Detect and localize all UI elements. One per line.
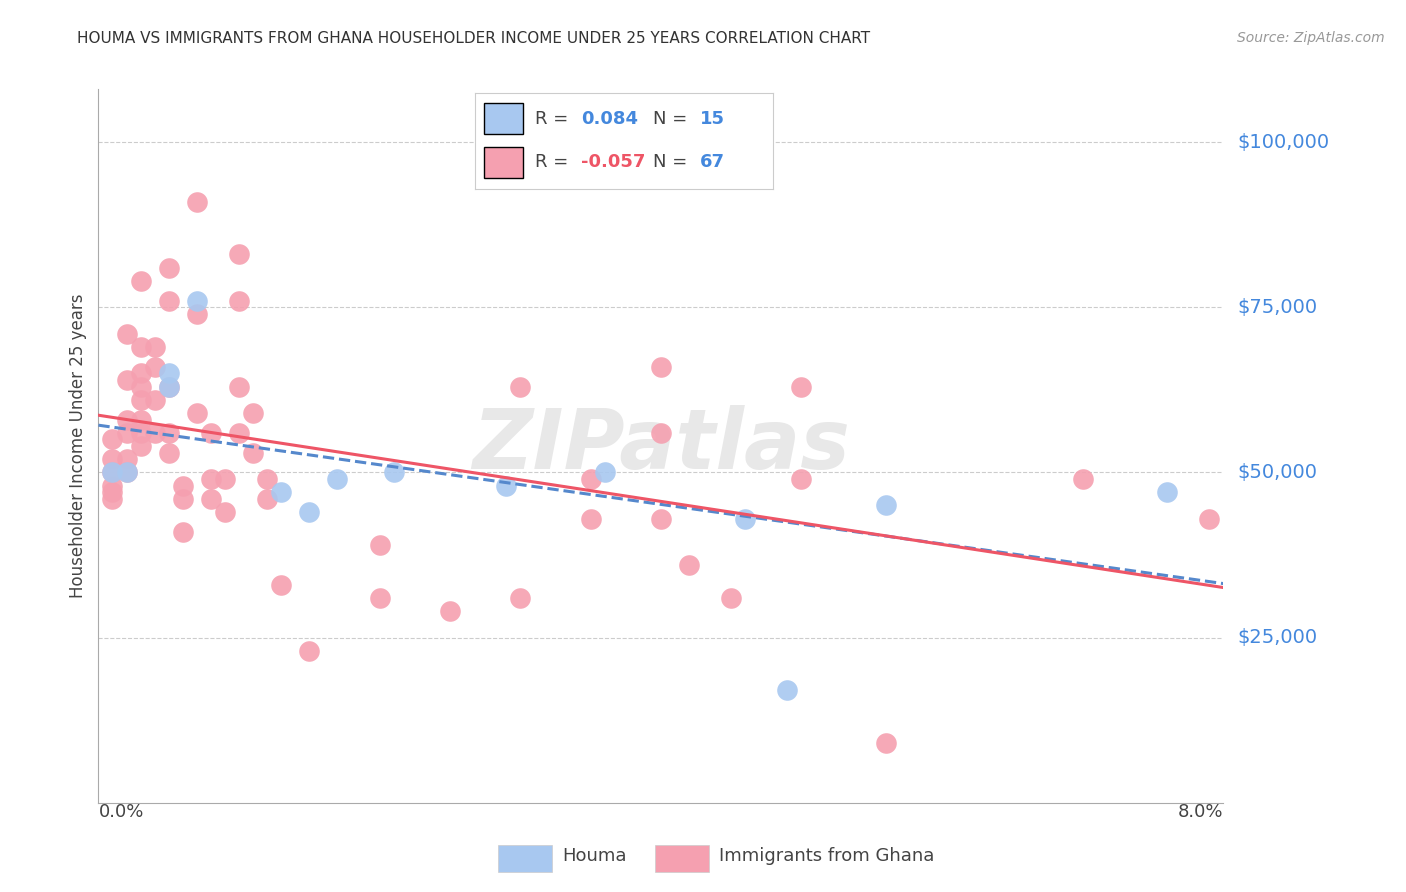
Point [1156,485,1178,500]
Text: $75,000: $75,000 [1237,298,1317,317]
Point [129,425,152,440]
FancyBboxPatch shape [655,845,709,872]
Point [157,367,180,381]
Point [298,644,321,658]
Point [101,478,124,492]
Point [256,491,278,506]
Point [129,367,152,381]
Point [129,379,152,393]
Point [129,274,152,288]
Point [228,425,250,440]
Point [1071,472,1094,486]
Point [172,491,194,506]
Point [115,466,138,480]
Point [186,293,208,308]
Point [495,478,517,492]
Point [157,293,180,308]
Point [509,379,531,393]
Point [186,406,208,420]
Point [650,511,672,525]
Point [129,412,152,426]
Point [270,485,292,500]
Point [143,340,166,354]
Point [790,379,813,393]
Text: $25,000: $25,000 [1237,628,1317,647]
Point [439,604,461,618]
Point [101,466,124,480]
Point [326,472,349,486]
Point [256,472,278,486]
Point [1198,511,1220,525]
Point [115,326,138,341]
Point [875,499,897,513]
Point [298,505,321,519]
Text: Source: ZipAtlas.com: Source: ZipAtlas.com [1237,31,1385,45]
Point [143,425,166,440]
Point [650,359,672,374]
Point [790,472,813,486]
Point [157,379,180,393]
Point [157,425,180,440]
Point [650,425,672,440]
Point [115,425,138,440]
Point [368,591,391,605]
Point [157,379,180,393]
Point [200,472,222,486]
Point [172,524,194,539]
Text: HOUMA VS IMMIGRANTS FROM GHANA HOUSEHOLDER INCOME UNDER 25 YEARS CORRELATION CHA: HOUMA VS IMMIGRANTS FROM GHANA HOUSEHOLD… [77,31,870,46]
Point [186,307,208,321]
Point [579,511,602,525]
Point [678,558,700,572]
Point [242,406,264,420]
Point [157,445,180,459]
Point [115,466,138,480]
Point [228,379,250,393]
Point [734,511,756,525]
Text: Immigrants from Ghana: Immigrants from Ghana [720,847,935,865]
Text: $100,000: $100,000 [1237,133,1329,152]
Point [115,412,138,426]
Point [101,466,124,480]
Point [228,293,250,308]
Point [101,491,124,506]
Point [776,683,799,698]
Text: $50,000: $50,000 [1237,463,1317,482]
Text: 8.0%: 8.0% [1178,803,1223,821]
Point [509,591,531,605]
Point [101,485,124,500]
Point [115,373,138,387]
Point [200,491,222,506]
Point [214,505,236,519]
Text: 0.0%: 0.0% [98,803,143,821]
Point [143,392,166,407]
Point [875,736,897,750]
Point [172,478,194,492]
Point [593,466,616,480]
Point [115,452,138,467]
Point [214,472,236,486]
Point [382,466,405,480]
Point [270,578,292,592]
Text: Houma: Houma [562,847,626,865]
Point [186,194,208,209]
Point [157,260,180,275]
Point [579,472,602,486]
Point [368,538,391,552]
Point [228,247,250,261]
Point [720,591,742,605]
Text: ZIPatlas: ZIPatlas [472,406,849,486]
Point [242,445,264,459]
FancyBboxPatch shape [498,845,551,872]
Point [129,439,152,453]
Point [129,392,152,407]
Y-axis label: Householder Income Under 25 years: Householder Income Under 25 years [69,293,87,599]
Point [143,359,166,374]
Point [200,425,222,440]
Point [129,340,152,354]
Point [101,452,124,467]
Point [101,433,124,447]
